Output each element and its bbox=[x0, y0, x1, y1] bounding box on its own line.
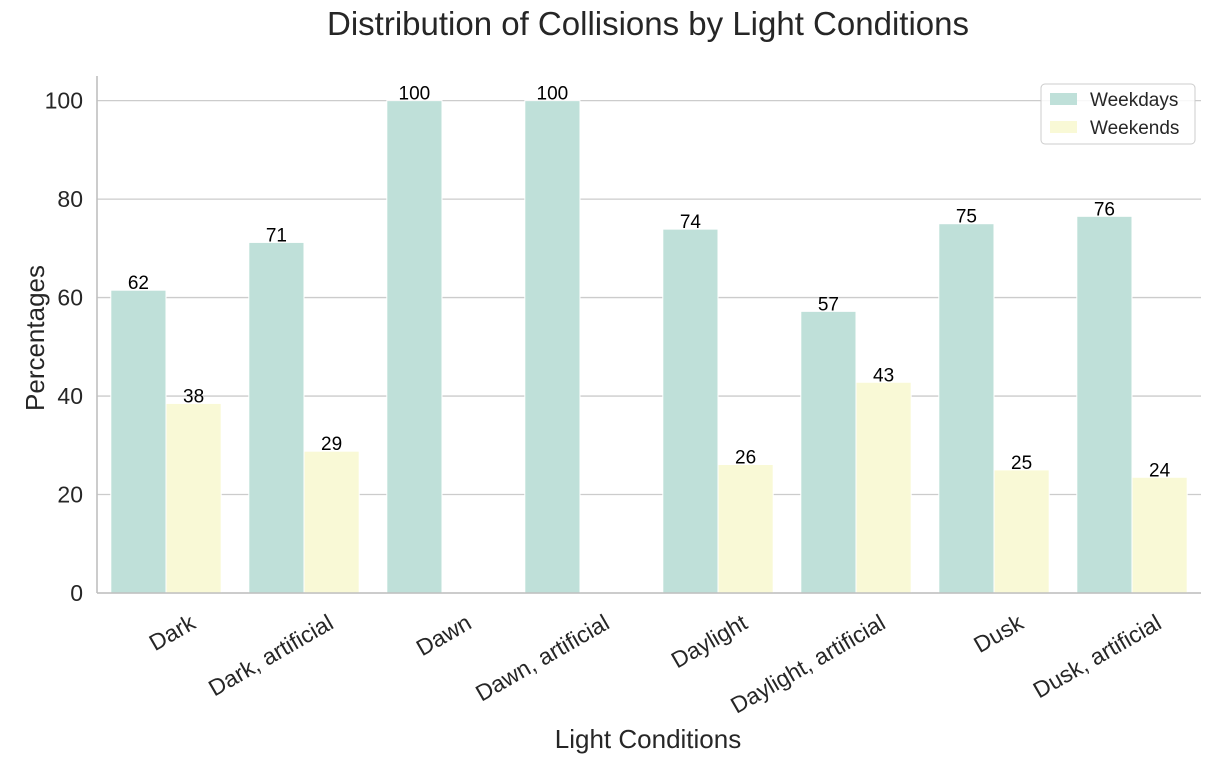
bar-weekends-dark-artificial bbox=[303, 450, 360, 594]
x-axis-label: Light Conditions bbox=[555, 724, 741, 754]
data-label-weekends-dark-artificial: 29 bbox=[321, 434, 342, 455]
data-label-weekdays-daylight: 74 bbox=[680, 212, 702, 233]
legend-swatch-weekdays bbox=[1050, 93, 1077, 105]
data-label-weekdays-daylight-artificial: 57 bbox=[818, 294, 839, 315]
bar-weekends-dark bbox=[165, 402, 222, 594]
bar-weekdays-daylight-artificial bbox=[800, 310, 857, 594]
bar-weekdays-dawn-artificial bbox=[524, 100, 581, 594]
bar-weekdays-dark bbox=[110, 289, 167, 594]
chart-title: Distribution of Collisions by Light Cond… bbox=[327, 5, 969, 42]
data-label-weekends-dark: 38 bbox=[183, 386, 204, 407]
bar-weekdays-daylight bbox=[662, 228, 719, 594]
data-labels: 62 38 71 29 100 100 74 26 57 43 75 25 76 24 bbox=[128, 84, 1171, 482]
x-tick-label-dawn-artificial: Dawn, artificial bbox=[471, 609, 614, 706]
bar-weekdays-dawn bbox=[386, 100, 443, 594]
y-tick-label-0: 0 bbox=[70, 580, 83, 606]
data-label-weekends-dusk-artificial: 24 bbox=[1149, 460, 1171, 481]
axes bbox=[96, 76, 1201, 594]
legend-label-weekends: Weekends bbox=[1090, 118, 1179, 139]
bar-weekends-dusk-artificial bbox=[1131, 476, 1188, 594]
x-tick-label-dusk-artificial: Dusk, artificial bbox=[1029, 609, 1166, 703]
y-tick-label-40: 40 bbox=[57, 383, 83, 409]
data-label-weekdays-dark-artificial: 71 bbox=[266, 225, 287, 246]
data-label-weekdays-dawn-artificial: 100 bbox=[537, 84, 569, 105]
data-label-weekends-daylight: 26 bbox=[735, 447, 756, 468]
x-tick-label-dark-artificial: Dark, artificial bbox=[204, 609, 338, 701]
data-label-weekdays-dusk-artificial: 76 bbox=[1094, 199, 1115, 220]
bar-weekdays-dusk bbox=[938, 223, 995, 594]
bars bbox=[110, 100, 1188, 594]
data-label-weekdays-dawn: 100 bbox=[399, 84, 431, 105]
data-label-weekends-daylight-artificial: 43 bbox=[873, 365, 894, 386]
bar-weekdays-dark-artificial bbox=[248, 241, 305, 594]
legend-frame bbox=[1040, 83, 1196, 145]
data-label-weekends-dusk: 25 bbox=[1011, 453, 1032, 474]
x-tick-label-daylight-artificial: Daylight, artificial bbox=[726, 609, 890, 718]
legend-swatch-weekends bbox=[1050, 121, 1077, 133]
y-tick-label-100: 100 bbox=[45, 88, 83, 114]
bar-weekends-daylight-artificial bbox=[855, 381, 912, 594]
x-tick-label-dusk: Dusk bbox=[969, 609, 1028, 658]
bar-weekends-daylight bbox=[717, 463, 774, 594]
bar-weekdays-dusk-artificial bbox=[1076, 215, 1133, 594]
data-label-weekdays-dusk: 75 bbox=[956, 207, 977, 228]
y-axis-label: Percentages bbox=[20, 265, 50, 411]
x-tick-label-dawn: Dawn bbox=[412, 609, 476, 661]
y-tick-label-20: 20 bbox=[57, 482, 83, 508]
y-tick-label-80: 80 bbox=[57, 186, 83, 212]
bar-weekends-dusk bbox=[993, 469, 1050, 594]
legend: Weekdays Weekends bbox=[1040, 83, 1196, 145]
y-tick-label-60: 60 bbox=[57, 285, 83, 311]
legend-label-weekdays: Weekdays bbox=[1090, 90, 1178, 111]
x-tick-label-daylight: Daylight bbox=[667, 609, 752, 673]
data-label-weekdays-dark: 62 bbox=[128, 273, 149, 294]
y-tick-labels: 0 20 40 60 80 100 bbox=[45, 88, 83, 606]
x-tick-label-dark: Dark bbox=[144, 609, 199, 656]
